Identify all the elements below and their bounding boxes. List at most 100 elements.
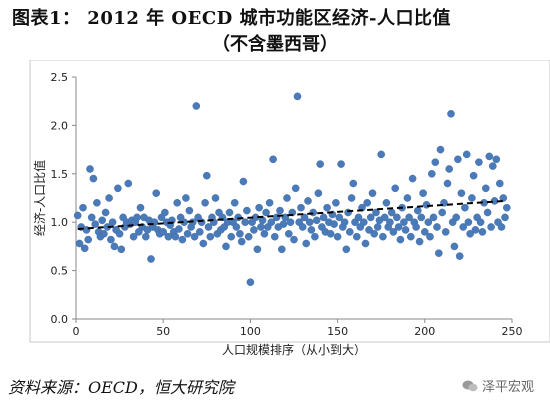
scatter-point: [159, 228, 167, 236]
scatter-point: [497, 223, 506, 231]
scatter-point: [91, 220, 99, 228]
scatter-point: [443, 179, 452, 188]
scatter-point: [368, 189, 377, 197]
scatter-point: [352, 232, 361, 241]
scatter-point: [225, 208, 234, 217]
scatter-point: [298, 223, 307, 231]
y-tick-label: 2.0: [51, 119, 69, 132]
scatter-point: [107, 235, 115, 244]
x-axis: 0 50 100 150 200 250: [73, 318, 523, 338]
scatter-point: [279, 220, 288, 228]
scatter-point: [117, 245, 126, 254]
scatter-point: [386, 218, 394, 226]
scatter-point: [475, 158, 483, 166]
x-tick-label: 50: [156, 325, 170, 338]
scatter-point: [304, 197, 312, 205]
scatter-point: [466, 229, 474, 238]
scatter-point: [241, 218, 249, 226]
scatter-point: [450, 242, 459, 251]
scatter-point: [246, 278, 255, 286]
x-tick-label: 100: [240, 325, 261, 338]
scatter-point: [420, 228, 429, 236]
scatter-point: [501, 213, 509, 222]
scatter-point: [80, 244, 89, 253]
x-axis-label: 人口规模排序（从小到大）: [222, 342, 366, 357]
scatter-point: [422, 200, 431, 209]
y-tick-label: 0.5: [51, 265, 69, 278]
y-tick-label: 0.0: [51, 313, 69, 326]
scatter-point: [129, 232, 138, 241]
scatter-point: [182, 194, 190, 202]
scatter-point: [483, 208, 492, 217]
watermark-label: 泽平宏观: [481, 380, 534, 395]
scatter-point: [445, 165, 454, 173]
scatter-point: [405, 213, 413, 222]
scatter-point: [340, 218, 349, 226]
scatter-point: [190, 232, 199, 241]
scatter-point: [469, 171, 478, 180]
scatter-point: [492, 155, 501, 164]
scatter-point: [366, 213, 375, 222]
scatter-point: [307, 226, 316, 234]
scatter-point: [147, 255, 155, 263]
scatter-point: [488, 162, 497, 170]
scatter-point: [199, 239, 208, 248]
scatter-point: [284, 229, 293, 238]
scatter-point: [87, 213, 96, 222]
scatter-point: [438, 208, 447, 217]
scatter-point: [244, 232, 253, 241]
scatter-point: [363, 198, 372, 207]
scatter-point: [283, 194, 291, 202]
scatter-point: [175, 225, 183, 233]
scatter-point: [326, 229, 335, 238]
scatter-point: [93, 198, 101, 207]
scatter-point: [265, 198, 274, 207]
scatter-point: [330, 220, 338, 228]
scatter-point: [183, 229, 192, 238]
y-tick-label: 1.5: [51, 168, 69, 181]
scatter-point: [227, 232, 235, 241]
scatter-point: [136, 203, 145, 212]
scatter-point: [426, 232, 434, 241]
scatter-point: [202, 171, 211, 180]
scatter-point: [316, 160, 325, 168]
scatter-point: [419, 189, 427, 197]
scatter-point: [141, 232, 150, 241]
scatter-point: [201, 198, 209, 207]
scatter-point: [337, 160, 345, 168]
scatter-point: [424, 218, 433, 226]
scatter-point: [195, 228, 204, 236]
scatter-point: [333, 232, 342, 241]
chart-canvas: 0.0 0.5 1.0 1.5 2.0 2.5 0 50 100 150 200 250 经济-人口…: [29, 60, 550, 357]
scatter-point: [373, 223, 382, 231]
scatter-point: [464, 218, 473, 226]
page-subtitle: （不含墨西哥）: [212, 34, 338, 55]
scatter-point: [114, 184, 122, 193]
scatter-point: [431, 158, 440, 166]
scatter-point: [311, 232, 319, 241]
scatter-point: [84, 235, 92, 244]
scatter-point: [454, 155, 462, 164]
scatter-point: [433, 223, 441, 231]
scatter-point: [382, 198, 391, 207]
scatter-point: [236, 229, 244, 238]
scatter-point: [230, 198, 239, 207]
scatter-point: [178, 235, 187, 244]
scatter-point: [232, 223, 241, 231]
scatter-point: [413, 206, 422, 215]
scatter-point: [457, 189, 466, 197]
scatter-point: [389, 228, 398, 236]
scatter-point: [101, 208, 110, 217]
scatter-point: [349, 179, 358, 188]
scatter-chart: 0.0 0.5 1.0 1.5 2.0 2.5 0 50 100 150 200 250 经济-人口…: [0, 60, 550, 370]
scatter-point: [403, 194, 412, 202]
plot-area: [29, 60, 550, 343]
scatter-point: [408, 174, 417, 183]
x-tick-label: 0: [73, 325, 80, 338]
scatter-point: [75, 239, 84, 248]
scatter-point: [297, 203, 305, 212]
scatter-point: [206, 232, 215, 241]
data-points: [73, 92, 511, 286]
scatter-point: [305, 218, 314, 226]
scatter-point: [237, 237, 246, 246]
